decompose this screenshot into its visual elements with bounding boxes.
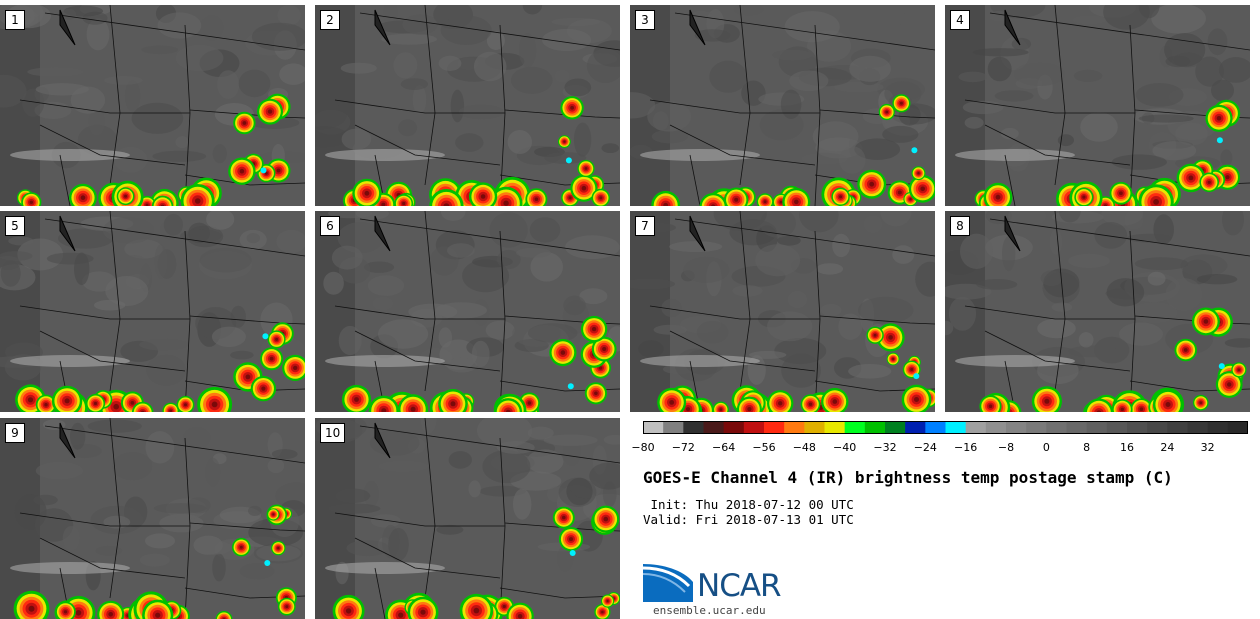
ncar-logo-icon <box>643 564 693 602</box>
ir-satellite-map <box>315 211 620 412</box>
panel-number-label: 5 <box>5 216 25 236</box>
colorbar-swatch <box>965 421 987 434</box>
colorbar-swatch <box>663 421 684 434</box>
colorbar-swatch <box>885 421 906 434</box>
colorbar-swatch <box>1026 421 1047 434</box>
panel-number-label: 4 <box>950 10 970 30</box>
colorbar-swatch <box>1127 421 1148 434</box>
colorbar-swatch <box>1207 421 1229 434</box>
colorbar-swatch <box>804 421 825 434</box>
colorbar-swatch <box>905 421 926 434</box>
ir-satellite-map <box>0 5 305 206</box>
website-url: ensemble.ucar.edu <box>653 604 766 617</box>
colorbar-tick-labels: −80 −72 −64 −56 −48 −40 −32 −24 −16 −8 0 8 16 24 32 <box>631 441 1248 455</box>
ensemble-member-panel: 4 <box>945 5 1250 206</box>
colorbar <box>643 421 1248 434</box>
ir-satellite-map <box>0 418 305 619</box>
ensemble-member-panel: 8 <box>945 211 1250 412</box>
ir-satellite-map <box>315 418 620 619</box>
colorbar-tick-label: −24 <box>913 441 937 454</box>
panel-number-label: 10 <box>320 423 346 443</box>
colorbar-swatch <box>844 421 866 434</box>
colorbar-swatch <box>864 421 886 434</box>
colorbar-tick-label: 8 <box>1083 441 1091 454</box>
colorbar-swatch <box>723 421 745 434</box>
ensemble-member-panel: 5 <box>0 211 305 412</box>
colorbar-tick-label: −72 <box>671 441 695 454</box>
colorbar-tick-label: 16 <box>1120 441 1134 454</box>
colorbar-tick-label: 0 <box>1042 441 1050 454</box>
ensemble-member-panel: 10 <box>315 418 620 619</box>
colorbar-tick-label: −64 <box>712 441 736 454</box>
colorbar-tick-label: −48 <box>792 441 816 454</box>
colorbar-tick-label: −32 <box>873 441 897 454</box>
ncar-logo-text: NCAR <box>697 568 782 604</box>
colorbar-swatch <box>1066 421 1088 434</box>
colorbar-swatch <box>1006 421 1027 434</box>
colorbar-swatch <box>764 421 785 434</box>
colorbar-tick-label: −56 <box>752 441 776 454</box>
panel-number-label: 2 <box>320 10 340 30</box>
panel-number-label: 8 <box>950 216 970 236</box>
colorbar-tick-label: −80 <box>631 441 655 454</box>
colorbar-swatch <box>1147 421 1168 434</box>
colorbar-swatch <box>643 421 664 434</box>
ensemble-member-panel: 3 <box>630 5 935 206</box>
ir-satellite-map <box>315 5 620 206</box>
ensemble-member-panel: 1 <box>0 5 305 206</box>
ir-satellite-map <box>0 211 305 412</box>
colorbar-swatch <box>985 421 1007 434</box>
panel-number-label: 1 <box>5 10 25 30</box>
panel-number-label: 7 <box>635 216 655 236</box>
panel-number-label: 3 <box>635 10 655 30</box>
valid-time: Valid: Fri 2018-07-13 01 UTC <box>643 512 854 527</box>
colorbar-swatch <box>784 421 805 434</box>
colorbar-tick-label: −16 <box>954 441 978 454</box>
ir-satellite-map <box>630 211 935 412</box>
colorbar-swatch <box>1106 421 1128 434</box>
colorbar-swatch <box>683 421 704 434</box>
colorbar-tick-label: 24 <box>1160 441 1175 454</box>
init-time: Init: Thu 2018-07-12 00 UTC <box>643 497 854 512</box>
colorbar-swatch <box>1046 421 1067 434</box>
colorbar-swatch <box>743 421 765 434</box>
ensemble-member-panel: 2 <box>315 5 620 206</box>
figure-title: GOES-E Channel 4 (IR) brightness temp po… <box>643 468 1173 487</box>
ensemble-member-panel: 7 <box>630 211 935 412</box>
colorbar-swatch <box>925 421 946 434</box>
ensemble-member-panel: 6 <box>315 211 620 412</box>
colorbar-swatch <box>1227 421 1248 434</box>
ensemble-member-panel: 9 <box>0 418 305 619</box>
colorbar-swatch <box>945 421 967 434</box>
ir-satellite-map <box>630 5 935 206</box>
panel-number-label: 6 <box>320 216 340 236</box>
ir-satellite-map <box>945 211 1250 412</box>
colorbar-swatch <box>824 421 846 434</box>
colorbar-tick-label: 32 <box>1200 441 1215 454</box>
colorbar-swatch <box>1086 421 1108 434</box>
colorbar-swatch <box>703 421 725 434</box>
colorbar-tick-label: −40 <box>833 441 857 454</box>
panel-number-label: 9 <box>5 423 25 443</box>
colorbar-swatch <box>1187 421 1209 434</box>
ir-satellite-map <box>945 5 1250 206</box>
colorbar-tick-label: −8 <box>997 441 1015 454</box>
colorbar-swatch <box>1167 421 1188 434</box>
